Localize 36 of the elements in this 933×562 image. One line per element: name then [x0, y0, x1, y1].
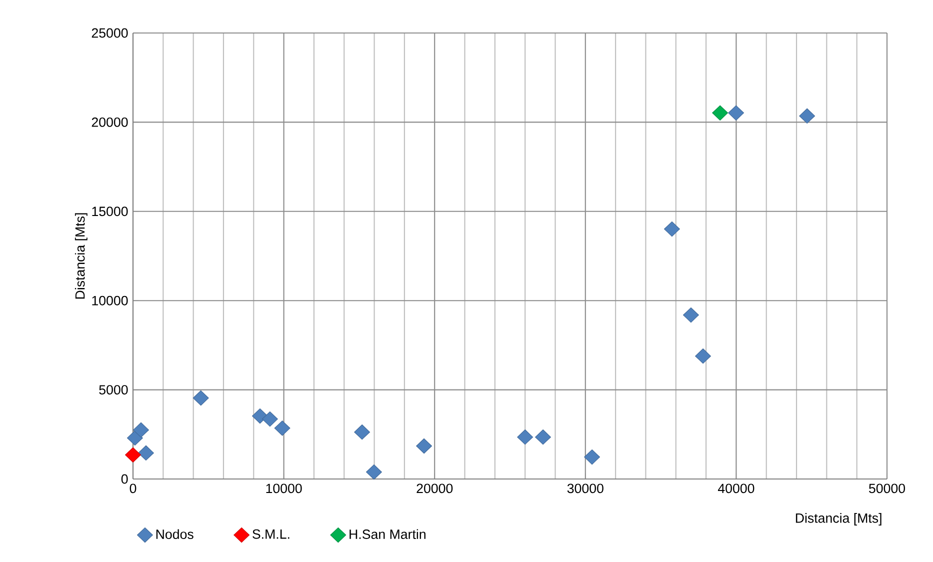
x-tick-label: 20000 [416, 484, 453, 494]
y-tick-label: 10000 [92, 296, 128, 306]
y-axis-title: Distancia [Mts] [74, 213, 88, 299]
y-tick-label: 25000 [92, 28, 128, 38]
y-tick-label: 20000 [92, 117, 128, 127]
legend-label: Nodos [156, 529, 194, 539]
point [192, 390, 209, 406]
point [125, 447, 141, 463]
x-tick-label: 40000 [718, 484, 754, 494]
point [262, 411, 278, 427]
point [584, 449, 600, 465]
point [274, 420, 290, 436]
x-axis-title: Distancia [Mts] [796, 513, 882, 526]
point [416, 438, 432, 454]
point [126, 430, 143, 446]
point [695, 348, 711, 364]
x-tick-label: 0 [130, 484, 136, 494]
legend-label: H.San Martin [350, 529, 426, 539]
y-tick-label: 0 [121, 474, 128, 484]
x-tick-label: 10000 [266, 484, 302, 494]
point [354, 424, 370, 440]
y-tick-label: 5000 [99, 385, 128, 395]
point [366, 464, 382, 480]
point [517, 429, 534, 445]
point [712, 105, 728, 121]
point [799, 108, 816, 124]
x-tick-label: 50000 [869, 484, 906, 494]
point [133, 422, 149, 438]
y-tick-label: 15000 [92, 206, 128, 216]
legend-label: S.M.L. [252, 529, 290, 539]
point [664, 221, 680, 237]
point [138, 445, 154, 461]
point [682, 307, 699, 323]
x-tick-label: 30000 [567, 484, 604, 494]
point [728, 105, 744, 121]
point [535, 429, 551, 445]
